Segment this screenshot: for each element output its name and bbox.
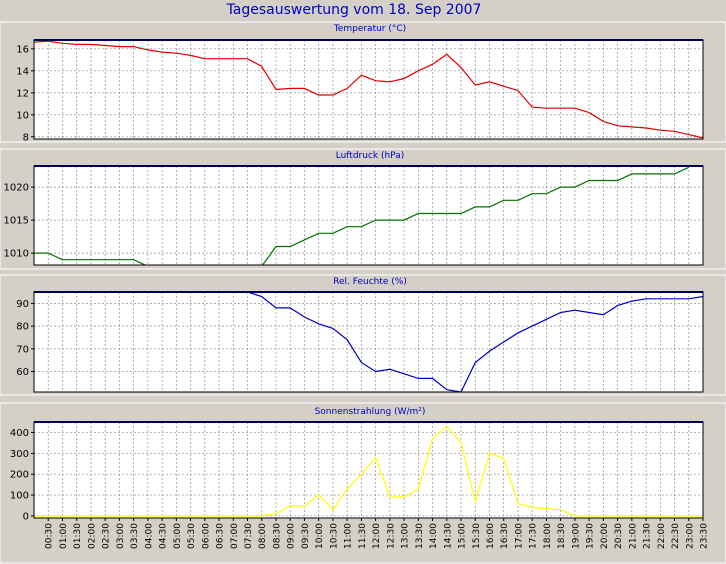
x-tick-label: 00:30 (45, 523, 55, 549)
x-tick-label: 02:30 (102, 523, 112, 549)
x-tick-label: 07:00 (230, 523, 240, 549)
x-tick-label: 15:30 (472, 523, 482, 549)
y-tick-label: 80 (16, 322, 29, 333)
y-tick-label: 1010 (4, 249, 29, 260)
panel-frame (0, 402, 726, 564)
y-tick-label: 0 (23, 511, 29, 522)
x-tick-label: 03:00 (116, 523, 126, 549)
x-tick-label: 01:00 (59, 523, 69, 549)
x-tick-label: 12:30 (386, 523, 396, 549)
plot-area (34, 292, 703, 392)
x-tick-label: 17:00 (515, 523, 525, 549)
y-tick-label: 12 (16, 88, 29, 99)
x-axis-time-labels: 00:30 01:00 01:30 02:00 02:30 03:00 03:30 04:00… (45, 518, 710, 549)
plot-area (34, 166, 703, 265)
x-tick-label: 06:00 (201, 523, 211, 549)
chart-title: Sonnenstrahlung (W/m²) (315, 407, 426, 417)
x-tick-label: 11:30 (358, 523, 368, 549)
x-tick-label: 14:00 (429, 523, 439, 549)
x-tick-label: 21:00 (628, 523, 638, 549)
y-tick-label: 400 (10, 428, 29, 439)
x-tick-label: 06:30 (216, 523, 226, 549)
panel-frame (0, 274, 726, 396)
plot-area (34, 422, 703, 518)
y-tick-label: 100 (10, 491, 29, 502)
chart-panel-3: Rel. Feuchte (%) 60 70 80 90 (0, 274, 726, 396)
x-tick-label: 22:30 (671, 523, 681, 549)
x-tick-label: 05:30 (187, 523, 197, 549)
y-tick-label: 1015 (4, 216, 29, 227)
y-tick-label: 60 (16, 367, 29, 378)
y-tick-label: 70 (16, 344, 29, 355)
x-tick-label: 12:00 (372, 523, 382, 549)
x-tick-label: 01:30 (73, 523, 83, 549)
chart-title: Temperatur (°C) (333, 24, 406, 34)
x-tick-label: 20:00 (600, 523, 610, 549)
x-tick-label: 13:30 (415, 523, 425, 549)
chart-panel-1: Temperatur (°C) 8 10 12 14 16 (0, 21, 726, 143)
x-tick-label: 17:30 (529, 523, 539, 549)
x-tick-label: 19:30 (586, 523, 596, 549)
x-tick-label: 10:00 (315, 523, 325, 549)
chart-title: Luftdruck (hPa) (336, 151, 405, 161)
x-tick-label: 10:30 (329, 523, 339, 549)
x-tick-label: 13:00 (401, 523, 411, 549)
panel-frame (0, 148, 726, 270)
x-tick-label: 04:30 (159, 523, 169, 549)
x-tick-label: 23:00 (685, 523, 695, 549)
x-tick-label: 02:00 (87, 523, 97, 549)
chart-panels: Temperatur (°C) 8 10 12 14 16 Luftdruck (hPa) 1… (0, 21, 726, 564)
x-tick-label: 08:00 (258, 523, 268, 549)
x-tick-label: 20:30 (614, 523, 624, 549)
y-tick-label: 14 (16, 66, 29, 77)
x-tick-label: 14:30 (443, 523, 453, 549)
page-title: Tagesauswertung vom 18. Sep 2007 (226, 2, 482, 18)
x-tick-label: 09:30 (301, 523, 311, 549)
x-tick-label: 18:30 (557, 523, 567, 549)
x-tick-label: 21:30 (643, 523, 653, 549)
x-tick-label: 16:00 (486, 523, 496, 549)
y-tick-label: 16 (16, 44, 29, 55)
x-tick-label: 04:00 (144, 523, 154, 549)
y-tick-label: 90 (16, 299, 29, 310)
chart-panel-4: Sonnenstrahlung (W/m²) 0 100 200 300 400 (0, 402, 726, 564)
y-tick-label: 10 (16, 110, 29, 121)
y-tick-label: 200 (10, 470, 29, 481)
x-tick-label: 03:30 (130, 523, 140, 549)
x-tick-label: 08:30 (273, 523, 283, 549)
x-tick-label: 19:00 (571, 523, 581, 549)
x-tick-label: 11:00 (344, 523, 354, 549)
series-line (34, 40, 703, 139)
x-tick-label: 16:30 (500, 523, 510, 549)
x-tick-label: 18:00 (543, 523, 553, 549)
panel-frame (0, 21, 726, 143)
x-tick-label: 15:00 (458, 523, 468, 549)
x-tick-label: 05:00 (173, 523, 183, 549)
plot-area (34, 40, 703, 139)
x-tick-label: 07:30 (244, 523, 254, 549)
y-tick-label: 8 (23, 132, 29, 143)
chart-title: Rel. Feuchte (%) (333, 277, 407, 287)
x-tick-label: 22:00 (657, 523, 667, 549)
y-tick-label: 1020 (4, 183, 29, 194)
y-tick-label: 300 (10, 449, 29, 460)
x-tick-label: 09:00 (287, 523, 297, 549)
chart-panel-2: Luftdruck (hPa) 1010 1015 1020 (0, 148, 726, 270)
series-line (34, 425, 703, 517)
x-tick-label: 23:30 (700, 523, 710, 549)
